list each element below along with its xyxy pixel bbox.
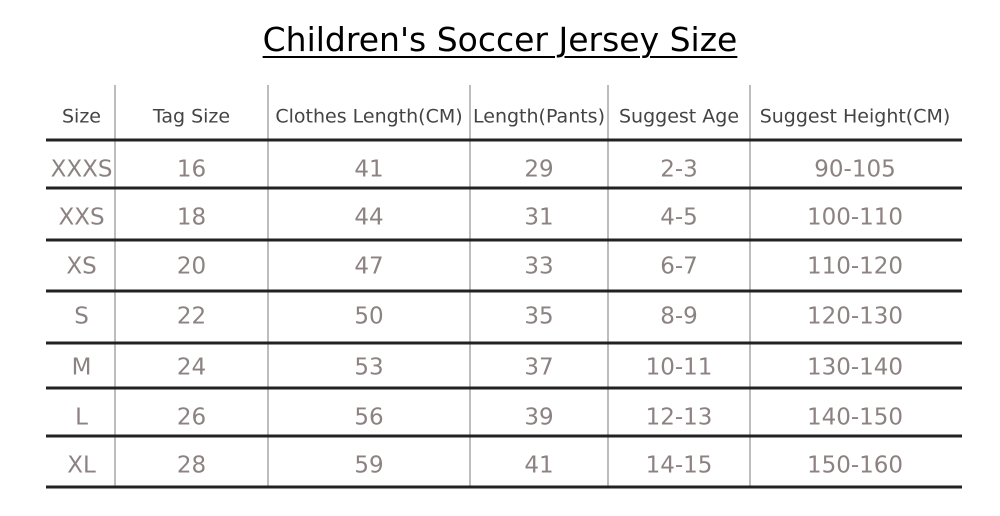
table-cell: 100-110: [807, 205, 903, 231]
table-cell: 22: [177, 304, 206, 330]
table-cell: 28: [177, 453, 206, 479]
table-cell: 24: [177, 355, 206, 381]
table-cell: 59: [354, 453, 383, 479]
title: Children's Soccer Jersey Size: [262, 20, 738, 59]
table-cell: 31: [524, 205, 553, 231]
header-cell: Clothes Length(CM): [275, 106, 462, 128]
table-cell: 41: [354, 157, 383, 183]
table-cell: 110-120: [807, 254, 903, 280]
table-cell: 4-5: [660, 205, 698, 231]
table-cell: 120-130: [807, 304, 903, 330]
table-cell: 8-9: [660, 304, 698, 330]
table-cell: 150-160: [807, 453, 903, 479]
header-cell: Length(Pants): [473, 106, 605, 128]
table-cell: 37: [524, 355, 553, 381]
table-cell: 10-11: [646, 355, 713, 381]
table-cell: 44: [354, 205, 383, 231]
table-cell: XXS: [58, 205, 104, 231]
header-cell: Suggest Height(CM): [760, 106, 951, 128]
table-cell: 39: [524, 405, 553, 431]
table-cell: 14-15: [646, 453, 713, 479]
header-cell: Size: [62, 106, 101, 128]
table-cell: 50: [354, 304, 383, 330]
table-cell: 47: [354, 254, 383, 280]
table-cell: 90-105: [814, 157, 895, 183]
table-cell: XL: [67, 453, 96, 479]
table-cell: XS: [66, 254, 96, 280]
table-cell: 130-140: [807, 355, 903, 381]
table-cell: 56: [354, 405, 383, 431]
table-cell: 26: [177, 405, 206, 431]
table-cell: 29: [524, 157, 553, 183]
table-cell: L: [75, 405, 88, 431]
table-cell: 20: [177, 254, 206, 280]
header-cell: Tag Size: [152, 106, 230, 128]
table-cell: 18: [177, 205, 206, 231]
table-cell: 2-3: [660, 157, 698, 183]
table-cell: M: [72, 355, 92, 381]
table-cell: XXXS: [51, 157, 113, 183]
table-cell: 6-7: [660, 254, 698, 280]
table-cell: 53: [354, 355, 383, 381]
table-cell: 16: [177, 157, 206, 183]
table-cell: 12-13: [646, 405, 713, 431]
table-cell: 41: [524, 453, 553, 479]
table-cell: 35: [524, 304, 553, 330]
table-cell: 33: [524, 254, 553, 280]
header-cell: Suggest Age: [619, 106, 739, 128]
table-cell: 140-150: [807, 405, 903, 431]
table-cell: S: [74, 304, 89, 330]
